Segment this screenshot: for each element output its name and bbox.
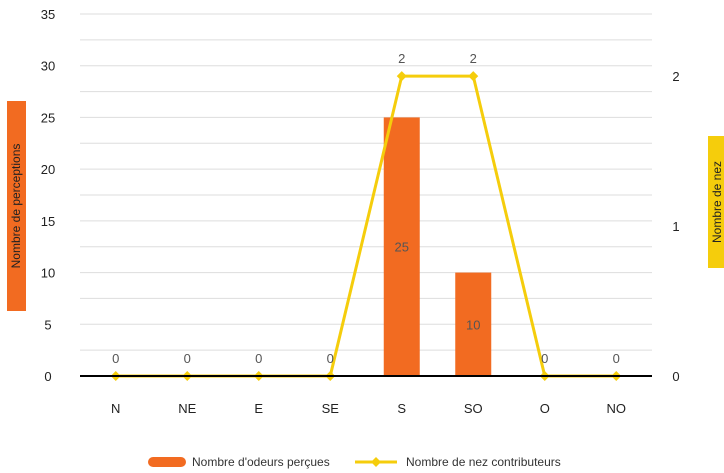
x-tick-label: S <box>397 401 406 416</box>
legend-line-swatch <box>355 457 397 467</box>
left-tick-label: 25 <box>41 110 55 125</box>
bar-data-label: 0 <box>112 351 119 366</box>
bar-data-label: 10 <box>466 317 480 332</box>
x-tick-label: N <box>111 401 120 416</box>
line-data-label: 2 <box>470 51 477 66</box>
left-tick-label: 0 <box>44 369 51 384</box>
bar-data-label: 0 <box>327 351 334 366</box>
line-marker <box>468 71 478 81</box>
line-path <box>116 76 617 376</box>
grid-lines <box>80 14 652 350</box>
left-tick-label: 20 <box>41 162 55 177</box>
legend-line-label: Nombre de nez contributeurs <box>406 455 561 469</box>
x-tick-label: SE <box>322 401 340 416</box>
legend: Nombre d'odeurs perçues Nombre de nez co… <box>148 455 561 469</box>
data-labels: 0 0 0 0 25 10 0 0 2 2 <box>112 51 620 366</box>
left-tick-label: 35 <box>41 7 55 22</box>
x-tick-label: E <box>254 401 263 416</box>
bar-data-label: 0 <box>613 351 620 366</box>
x-tick-label: SO <box>464 401 483 416</box>
left-axis-title: Nombre de perceptions <box>7 101 26 311</box>
right-tick-label: 2 <box>672 69 679 84</box>
bar-data-label: 0 <box>255 351 262 366</box>
left-tick-label: 15 <box>41 214 55 229</box>
right-axis-title: Nombre de nez <box>708 136 724 268</box>
right-tick-label: 1 <box>672 219 679 234</box>
x-tick-label: NO <box>607 401 627 416</box>
bar-data-label: 0 <box>541 351 548 366</box>
left-tick-label: 30 <box>41 59 55 74</box>
left-tick-label: 10 <box>41 266 55 281</box>
x-tick-label: NE <box>178 401 196 416</box>
line-marker <box>397 71 407 81</box>
left-axis-title-text: Nombre de perceptions <box>9 144 23 269</box>
x-tick-label: O <box>540 401 550 416</box>
left-tick-label: 5 <box>44 317 51 332</box>
legend-bar-label: Nombre d'odeurs perçues <box>192 455 330 469</box>
legend-bar-swatch <box>148 457 186 467</box>
right-tick-label: 0 <box>672 369 679 384</box>
right-axis-title-text: Nombre de nez <box>710 161 724 243</box>
bar-data-label: 0 <box>184 351 191 366</box>
bar-data-label: 25 <box>395 240 409 255</box>
line-data-label: 2 <box>398 51 405 66</box>
